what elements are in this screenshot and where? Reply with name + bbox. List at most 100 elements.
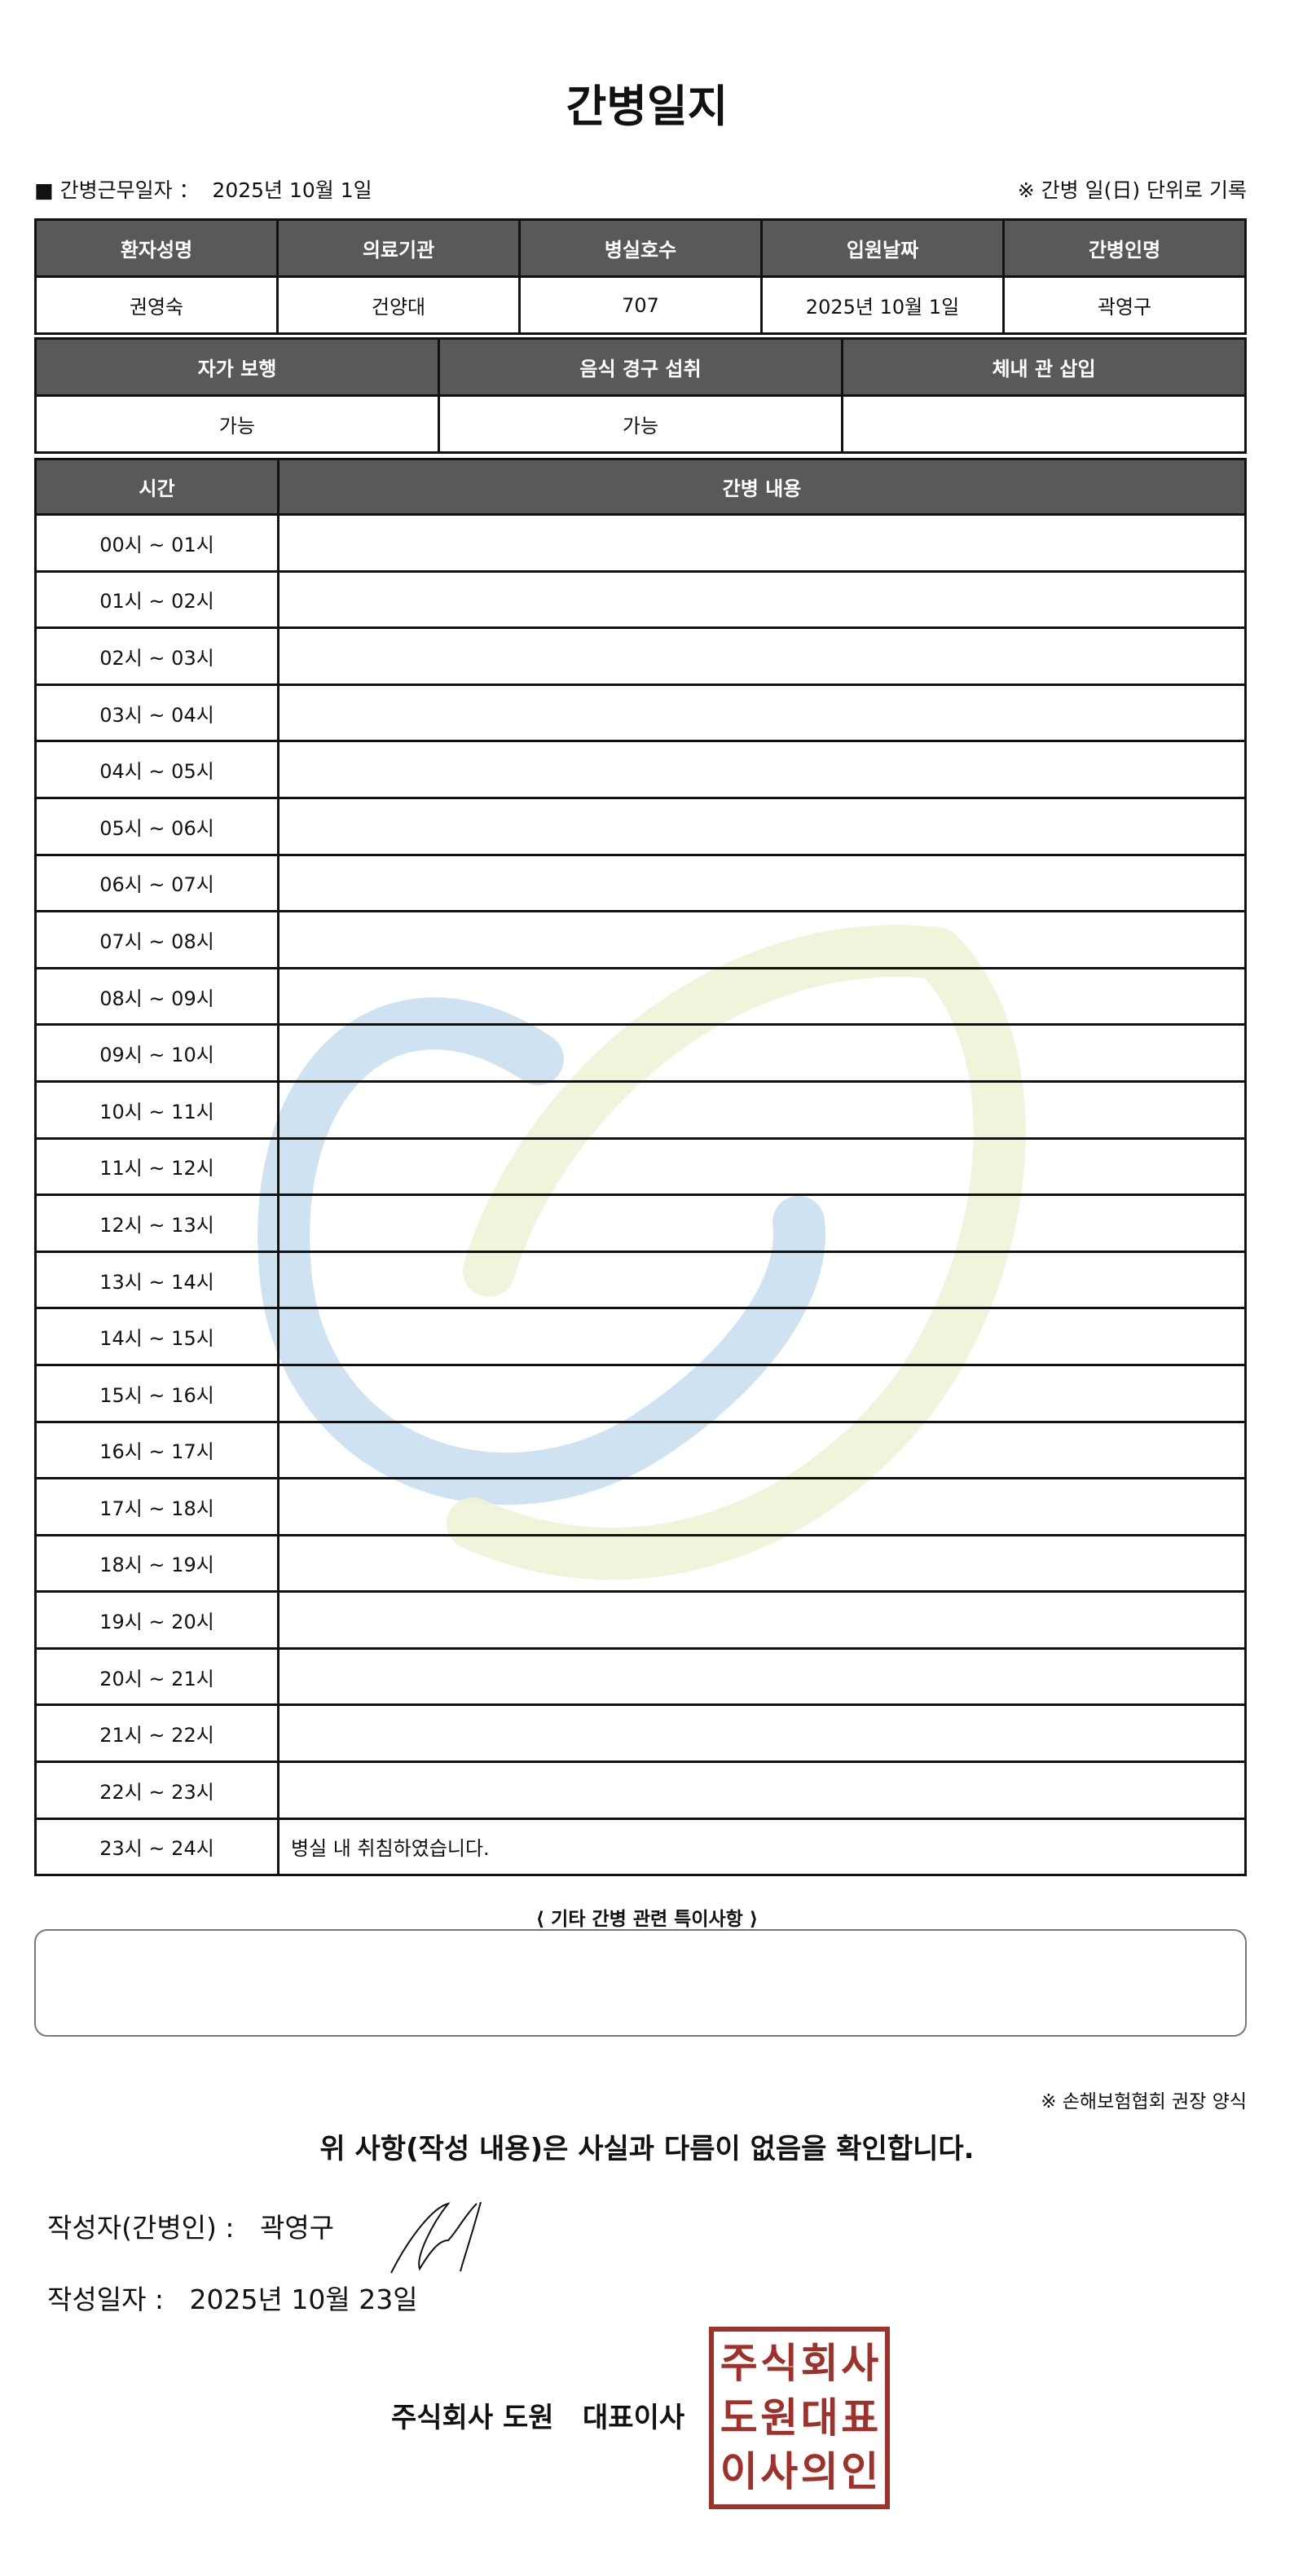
log-time: 18시 ~ 19시: [34, 1533, 279, 1594]
log-row: 17시 ~ 18시: [34, 1477, 1247, 1536]
log-time: 05시 ~ 06시: [34, 796, 279, 856]
log-time: 09시 ~ 10시: [34, 1023, 279, 1083]
seal-char: 식: [760, 2340, 799, 2387]
log-row: 23시 ~ 24시 병실 내 취침하였습니다.: [34, 1817, 1247, 1877]
walking: 가능: [34, 394, 440, 454]
patient-name: 권영숙: [34, 275, 279, 335]
log-content: [277, 1023, 1247, 1083]
log-row: 14시 ~ 15시: [34, 1307, 1247, 1366]
log-time: 19시 ~ 20시: [34, 1590, 279, 1650]
header-room: 병실호수: [518, 218, 763, 278]
log-row: 22시 ~ 23시: [34, 1761, 1247, 1820]
log-time: 22시 ~ 23시: [34, 1761, 279, 1820]
log-row: 21시 ~ 22시: [34, 1703, 1247, 1764]
log-content: [277, 1079, 1247, 1140]
log-content: [277, 1307, 1247, 1366]
log-row: 03시 ~ 04시: [34, 683, 1247, 743]
log-content: [277, 966, 1247, 1026]
log-content: [277, 1193, 1247, 1253]
log-content: [277, 1590, 1247, 1650]
header-patient-name: 환자성명: [34, 218, 279, 278]
log-time: 10시 ~ 11시: [34, 1079, 279, 1140]
log-time: 20시 ~ 21시: [34, 1646, 279, 1707]
remarks-label: ⟨ 기타 간병 관련 특이사항 ⟩: [535, 1909, 759, 1930]
log-row: 04시 ~ 05시: [34, 740, 1247, 799]
log-time: 16시 ~ 17시: [34, 1420, 279, 1480]
page-title: 간병일지: [566, 81, 728, 132]
log-content: [277, 910, 1247, 969]
log-time: 04시 ~ 05시: [34, 740, 279, 799]
unit-note: ※ 간병 일(日) 단위로 기록: [1017, 178, 1247, 202]
log-content: [277, 1703, 1247, 1764]
hospital: 건양대: [276, 275, 521, 335]
seal-char: 사: [760, 2448, 799, 2496]
caregiver-name: 곽영구: [1002, 275, 1247, 335]
seal-char: 회: [800, 2340, 838, 2387]
log-content: 병실 내 취침하였습니다.: [277, 1817, 1247, 1877]
log-time: 12시 ~ 13시: [34, 1193, 279, 1253]
header-caregiver: 간병인명: [1002, 218, 1247, 278]
log-row: 06시 ~ 07시: [34, 853, 1247, 913]
work-date-value: 2025년 10월 1일: [212, 178, 372, 202]
log-row: 18시 ~ 19시: [34, 1533, 1247, 1594]
log-content: [277, 796, 1247, 856]
log-row: 12시 ~ 13시: [34, 1193, 1247, 1253]
log-content: [277, 1646, 1247, 1707]
log-content: [277, 853, 1247, 913]
seal-char: 표: [841, 2394, 879, 2442]
remarks-box: [34, 1929, 1247, 2037]
written-date-line: 작성일자 : 2025년 10월 23일: [47, 2278, 418, 2317]
log-content: [277, 683, 1247, 743]
log-time: 07시 ~ 08시: [34, 910, 279, 969]
log-row: 00시 ~ 01시: [34, 513, 1247, 573]
writer-line: 작성자(간병인) : 곽영구: [47, 2206, 334, 2245]
log-table: 시간 간병 내용 00시 ~ 01시 01시 ~ 02시 02시 ~ 03시 03시 ~…: [34, 458, 1247, 1877]
log-content: [277, 1136, 1247, 1197]
written-date-label: 작성일자 :: [47, 2284, 165, 2315]
oral-intake: 가능: [438, 394, 843, 454]
log-time: 03시 ~ 04시: [34, 683, 279, 743]
log-content: [277, 1533, 1247, 1594]
log-row: 07시 ~ 08시: [34, 910, 1247, 969]
writer-name: 곽영구: [260, 2212, 335, 2244]
log-content: [277, 626, 1247, 686]
log-time: 00시 ~ 01시: [34, 513, 279, 573]
work-date: ■ 간병근무일자 ： 2025년 10월 1일: [34, 174, 372, 204]
patient-table: 환자성명 의료기관 병실호수 입원날짜 간병인명 권영숙 건양대 707 2025년 10월 …: [34, 218, 1247, 335]
seal-char: 사: [841, 2340, 879, 2387]
seal-char: 주: [720, 2340, 758, 2387]
log-content: [277, 1420, 1247, 1480]
log-row: 09시 ~ 10시: [34, 1023, 1247, 1083]
log-time: 15시 ~ 16시: [34, 1363, 279, 1423]
log-time: 14시 ~ 15시: [34, 1307, 279, 1366]
log-time: 02시 ~ 03시: [34, 626, 279, 686]
confirmation-statement: 위 사항(작성 내용)은 사실과 다름이 없음을 확인합니다.: [319, 2133, 975, 2165]
header-content: 간병 내용: [277, 458, 1247, 516]
work-date-label: ■ 간병근무일자 ：: [34, 178, 200, 202]
form-note: ※ 손해보험협회 권장 양식: [1041, 2091, 1247, 2112]
log-time: 13시 ~ 14시: [34, 1250, 279, 1310]
header-time: 시간: [34, 458, 279, 516]
log-time: 23시 ~ 24시: [34, 1817, 279, 1877]
log-content: [277, 1761, 1247, 1820]
signature: [390, 2201, 482, 2274]
log-content: [277, 1477, 1247, 1536]
log-time: 06시 ~ 07시: [34, 853, 279, 913]
room-number: 707: [518, 275, 763, 335]
header-walking: 자가 보행: [34, 337, 440, 397]
log-row: 02시 ~ 03시: [34, 626, 1247, 686]
log-content: [277, 1250, 1247, 1310]
header-hospital: 의료기관: [276, 218, 521, 278]
admission-date: 2025년 10월 1일: [760, 275, 1005, 335]
log-row: 01시 ~ 02시: [34, 569, 1247, 630]
log-row: 16시 ~ 17시: [34, 1420, 1247, 1480]
log-row: 05시 ~ 06시: [34, 796, 1247, 856]
seal-char: 이: [720, 2448, 758, 2496]
status-table: 자가 보행 음식 경구 섭취 체내 관 삽입 가능 가능: [34, 337, 1247, 454]
log-content: [277, 513, 1247, 573]
log-time: 17시 ~ 18시: [34, 1477, 279, 1536]
tube: [841, 394, 1247, 454]
log-row: 08시 ~ 09시: [34, 966, 1247, 1026]
log-content: [277, 1363, 1247, 1423]
